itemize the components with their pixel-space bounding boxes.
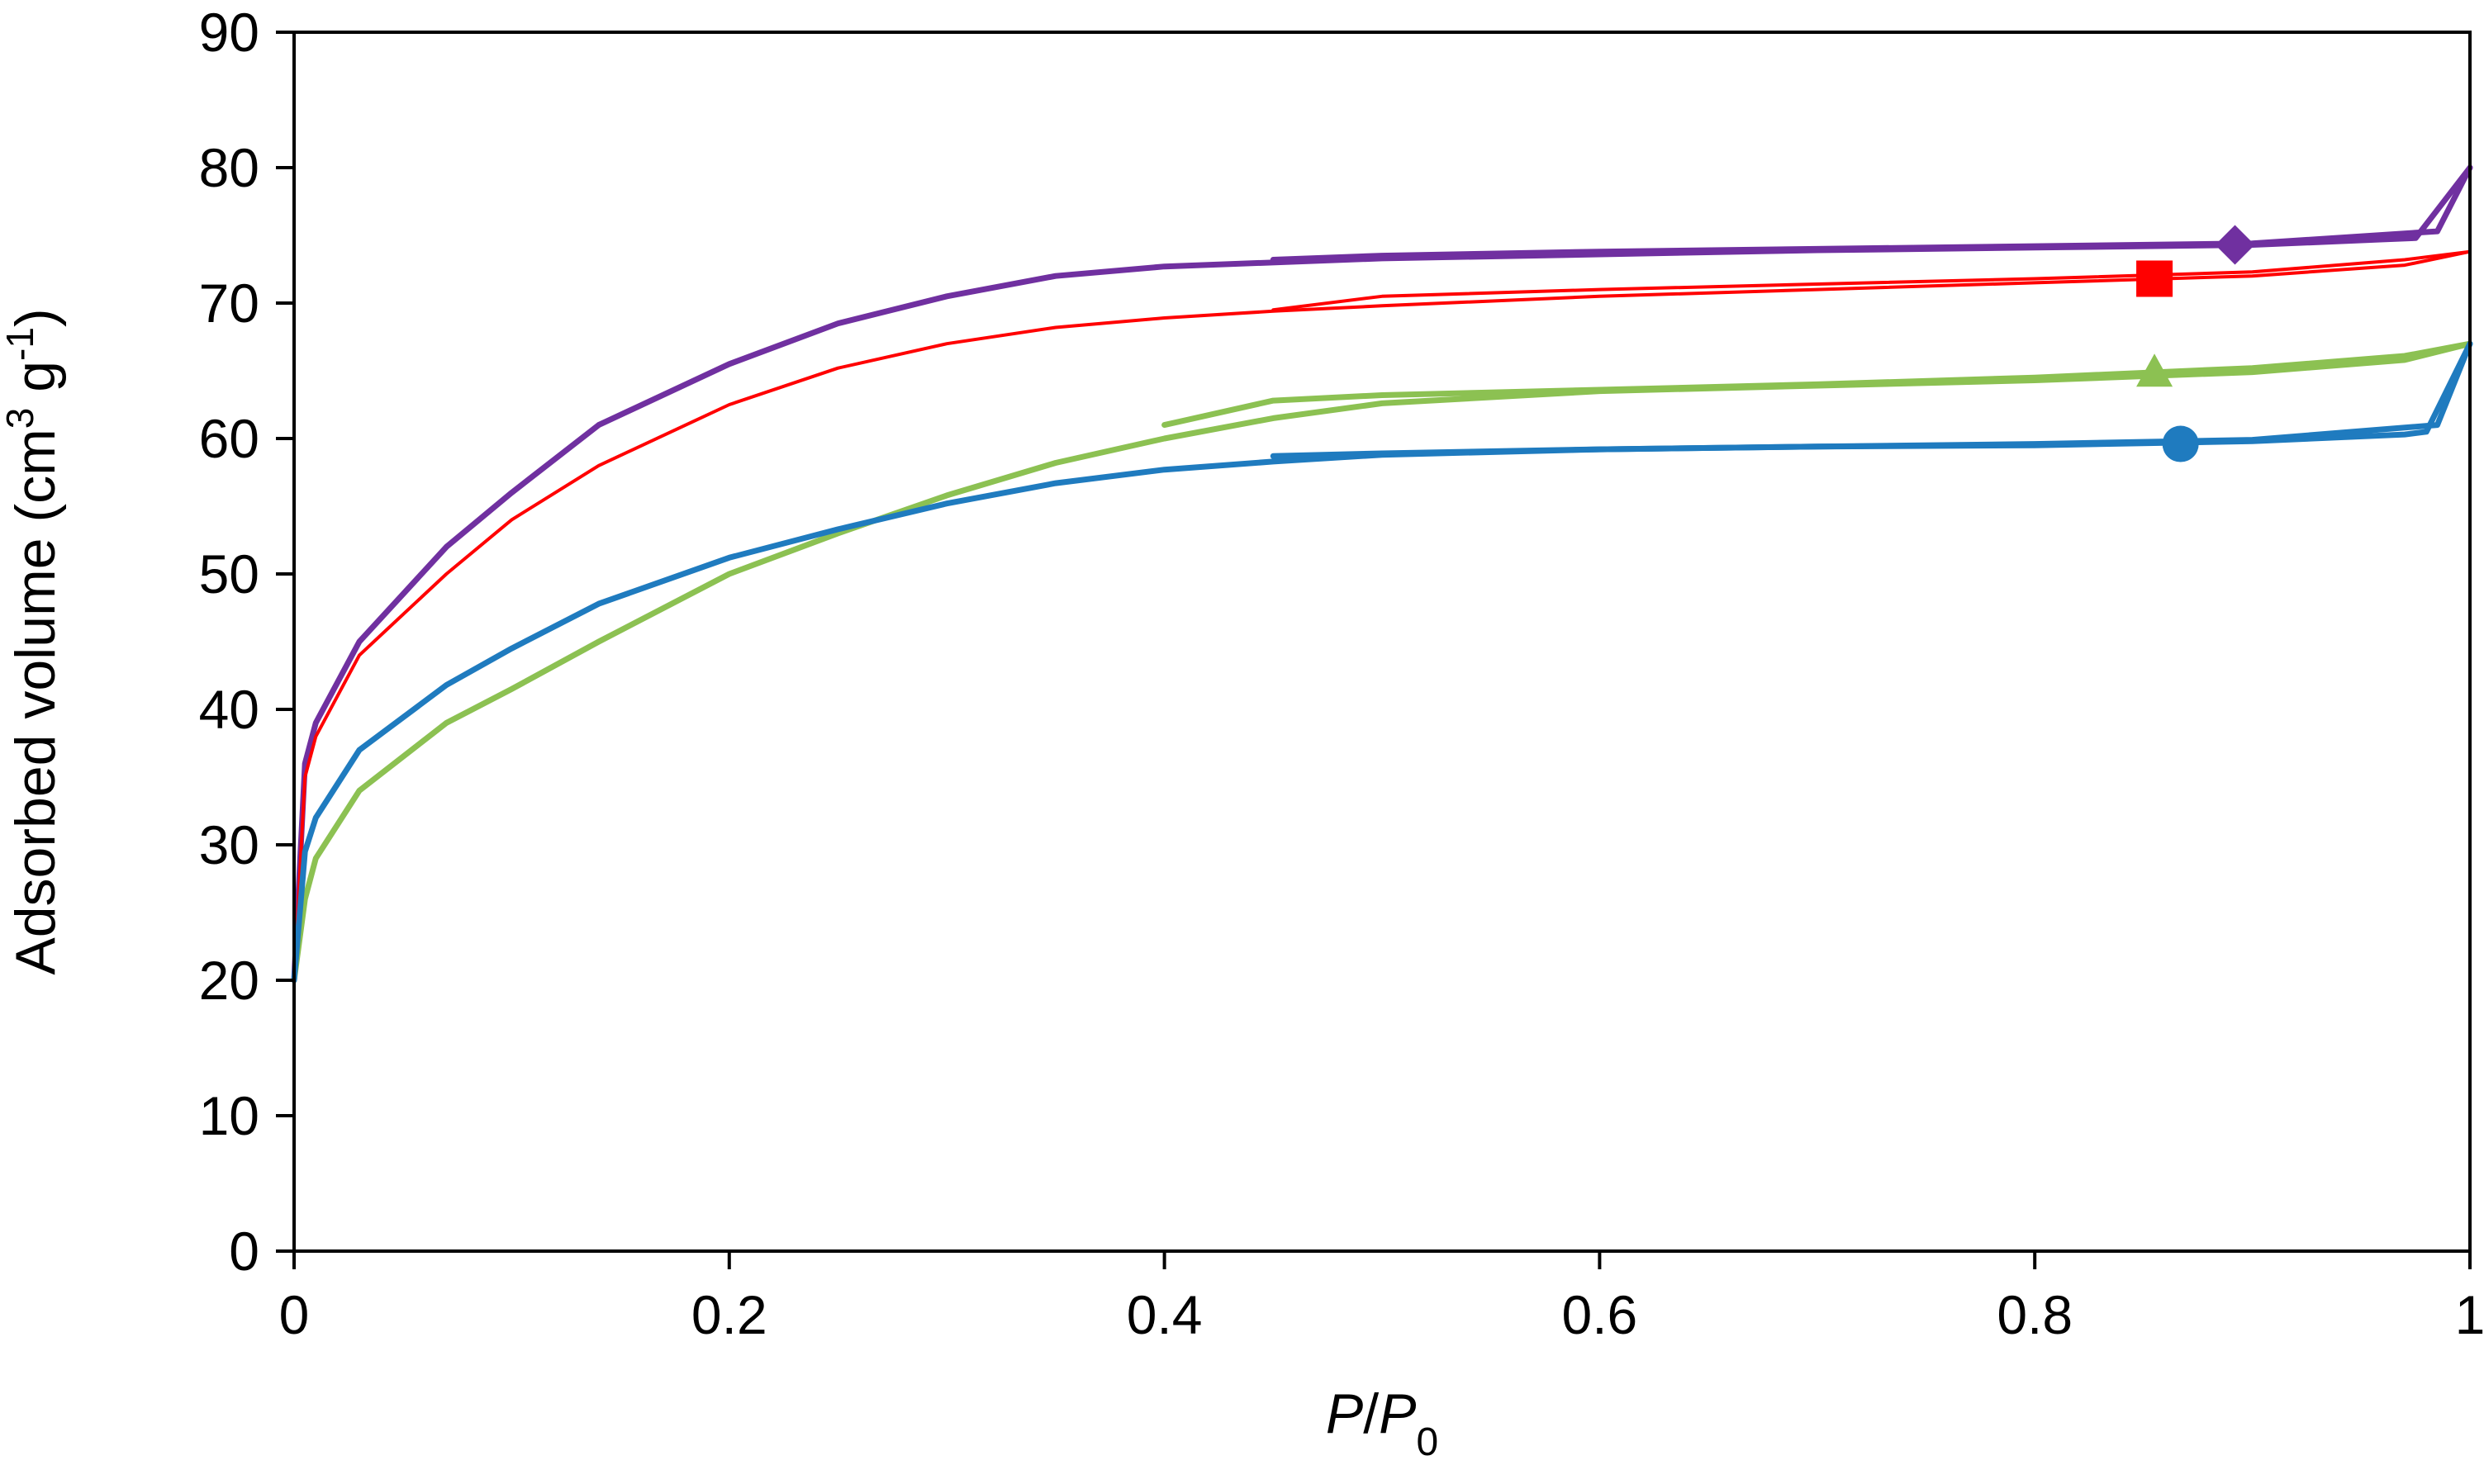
y-axis-title: Adsorbed volume (cm3 g-1)	[0, 308, 67, 974]
triangle-series-marker	[2136, 353, 2173, 387]
y-tick-label: 20	[199, 950, 259, 1011]
square-series-marker	[2136, 260, 2173, 297]
x-tick-label: 0.4	[1127, 1284, 1203, 1345]
x-tick-label: 0.8	[1997, 1284, 2073, 1345]
y-axis-title-mid: g	[4, 361, 67, 408]
diamond-series-marker	[2215, 225, 2255, 265]
x-tick-label: 0	[279, 1284, 310, 1345]
y-tick-label: 60	[199, 408, 259, 469]
triangle-series-desorption-line	[1161, 340, 2473, 429]
y-tick-label: 30	[199, 814, 259, 875]
y-tick-label: 80	[199, 137, 259, 198]
y-axis-title-text: Adsorbed volume (cm	[4, 429, 67, 974]
y-axis-title-end: )	[4, 308, 67, 327]
y-tick-label: 50	[199, 543, 259, 605]
square-series-adsorption-line	[292, 249, 2472, 982]
marker-layer	[2136, 225, 2255, 462]
x-axis-title-slash: /	[1363, 1382, 1379, 1445]
y-tick-label: 40	[199, 679, 259, 740]
square-series-desorption-line	[1271, 249, 2472, 312]
x-tick-label: 0.6	[1562, 1284, 1638, 1345]
plot-frame	[292, 31, 2472, 1253]
y-tick-label: 70	[199, 273, 259, 334]
x-tick-label: 1	[2455, 1284, 2484, 1345]
tick-layer: 0 10 20 30 40 50 60 70 80 90 0 0.2 0.4 0.6 0.8 1	[199, 2, 2484, 1345]
y-tick-label: 10	[199, 1085, 259, 1146]
x-axis-title: P/P0	[1326, 1382, 1438, 1464]
x-axis-title-subscript: 0	[1416, 1420, 1438, 1464]
x-tick-label: 0.2	[691, 1284, 767, 1345]
y-axis-title-sup2: -1	[0, 327, 41, 361]
x-axis-title-base: P	[1326, 1382, 1363, 1445]
y-tick-label: 0	[229, 1221, 259, 1282]
y-tick-label: 90	[199, 2, 259, 63]
circle-series-desorption-line	[1270, 340, 2473, 459]
x-axis-title-ref: P	[1379, 1382, 1416, 1445]
y-axis-title-sup1: 3	[0, 408, 41, 429]
circle-series-marker	[2162, 425, 2199, 462]
diamond-series-desorption-line	[1270, 164, 2473, 263]
